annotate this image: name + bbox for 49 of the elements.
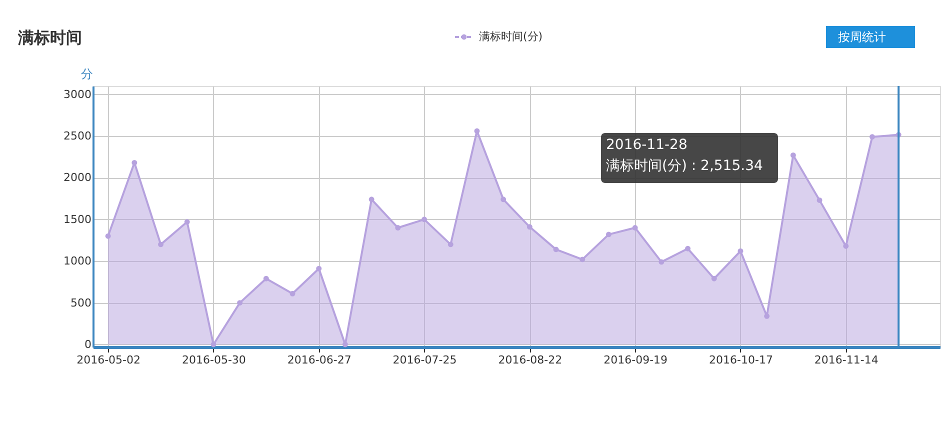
point bbox=[500, 196, 506, 202]
text: 按周统计 bbox=[838, 30, 886, 44]
point bbox=[316, 266, 322, 272]
point bbox=[395, 225, 401, 230]
point bbox=[263, 276, 269, 282]
y-tick-label: 1500 bbox=[64, 212, 92, 226]
legend-label: 满标时间(分) bbox=[479, 30, 543, 43]
annotation: 2016-11-28 满标时间(分) : 2,515.34 bbox=[606, 137, 763, 174]
point bbox=[422, 216, 428, 222]
x-tick-label: 2016-06-27 bbox=[287, 354, 352, 366]
point bbox=[606, 232, 612, 238]
point bbox=[237, 300, 243, 306]
point bbox=[816, 198, 822, 203]
point bbox=[790, 152, 796, 158]
point bbox=[764, 313, 770, 319]
point bbox=[474, 128, 480, 134]
x-tick-label: 2016-08-22 bbox=[498, 354, 562, 366]
y-tick-label: 2000 bbox=[64, 171, 92, 184]
point bbox=[526, 224, 532, 230]
x-tick-label: 2016-07-25 bbox=[392, 354, 457, 366]
point bbox=[132, 160, 138, 166]
point bbox=[658, 259, 664, 265]
point bbox=[870, 134, 875, 140]
point bbox=[448, 242, 454, 248]
point bbox=[158, 242, 164, 248]
y-tick-label: 1000 bbox=[64, 254, 92, 268]
point bbox=[184, 219, 190, 225]
point bbox=[210, 342, 216, 348]
point bbox=[290, 290, 296, 296]
y-tick-label: 0 bbox=[84, 338, 92, 351]
point bbox=[685, 246, 691, 252]
point bbox=[580, 256, 586, 262]
point bbox=[738, 248, 744, 254]
x-tick-label: 2016-05-30 bbox=[182, 354, 246, 366]
point bbox=[711, 276, 717, 282]
y-tick-label: 3000 bbox=[64, 88, 92, 101]
point bbox=[553, 246, 559, 252]
y-axis-title: 分 bbox=[81, 67, 93, 81]
x-tick-label: 2016-11-14 bbox=[814, 354, 878, 366]
chart-title: 满标时间 bbox=[17, 28, 82, 47]
x-tick-label: 2016-10-17 bbox=[709, 354, 773, 366]
y-tick-label: 2500 bbox=[64, 130, 92, 143]
point bbox=[342, 342, 348, 348]
point bbox=[105, 233, 111, 239]
x-tick-label: 2016-05-02 bbox=[76, 354, 141, 366]
y-tick-label: 500 bbox=[70, 296, 92, 310]
x-tick-label: 2016-09-19 bbox=[604, 354, 668, 366]
point bbox=[632, 225, 638, 230]
point bbox=[368, 196, 374, 202]
